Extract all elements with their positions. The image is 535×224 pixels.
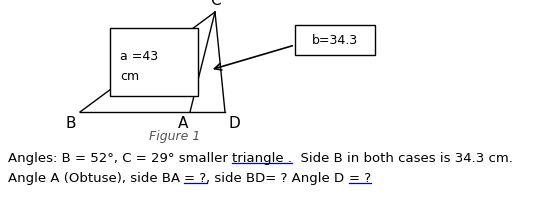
- Text: Angle A (Obtuse), side BA: Angle A (Obtuse), side BA: [8, 172, 185, 185]
- Text: triangle .: triangle .: [232, 152, 292, 165]
- Bar: [110, 28, 198, 96]
- Text: , side BD= ? Angle D: , side BD= ? Angle D: [207, 172, 349, 185]
- Text: a =43: a =43: [120, 50, 158, 63]
- Text: Figure 1: Figure 1: [149, 130, 201, 143]
- Text: = ?: = ?: [349, 172, 371, 185]
- Text: = ?: = ?: [185, 172, 207, 185]
- Text: D: D: [229, 116, 241, 131]
- Text: Angles: B = 52°, C = 29° smaller: Angles: B = 52°, C = 29° smaller: [8, 152, 232, 165]
- Text: Side B in both cases is 34.3 cm.: Side B in both cases is 34.3 cm.: [292, 152, 513, 165]
- Bar: [295, 25, 375, 55]
- Text: cm: cm: [120, 70, 139, 83]
- Text: A: A: [178, 116, 188, 131]
- Text: B: B: [65, 116, 76, 131]
- Text: b=34.3: b=34.3: [312, 34, 358, 47]
- Text: C: C: [210, 0, 220, 8]
